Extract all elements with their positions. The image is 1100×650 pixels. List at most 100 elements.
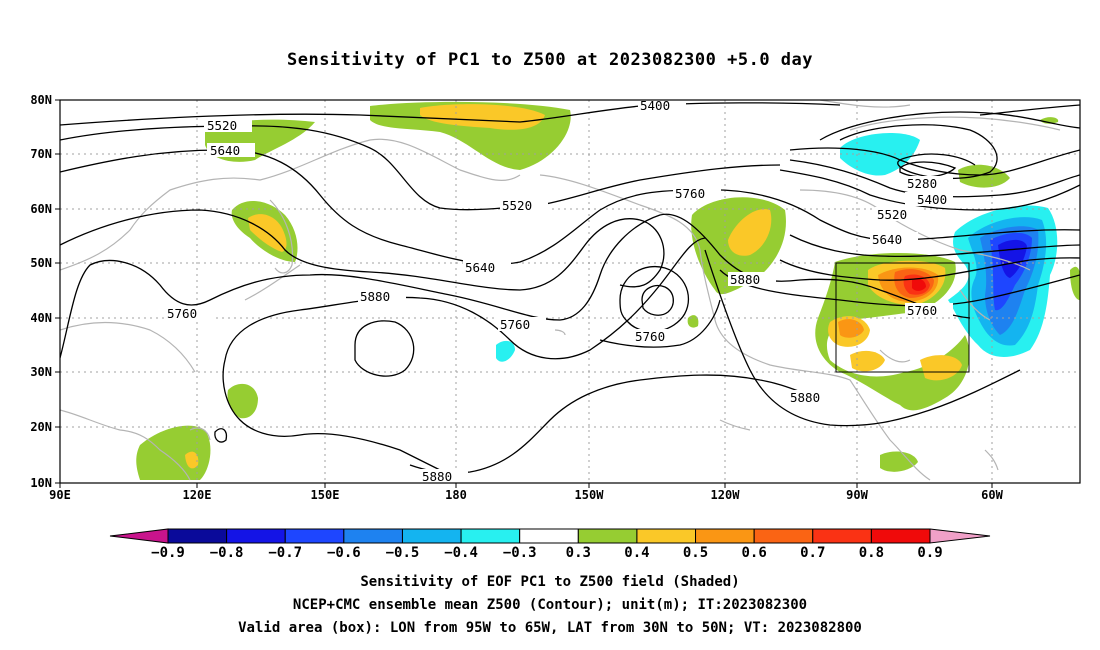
contour-line [779, 169, 1080, 211]
colorbar-segment [753, 528, 814, 544]
latitude-labels: 80N 70N 60N 50N 40N 30N 20N 10N [30, 93, 52, 490]
contour-line [789, 147, 1080, 176]
colorbar-label: −0.9 [151, 545, 185, 561]
map-frame [59, 99, 1081, 484]
contour-line [819, 111, 1080, 141]
colorbar-label: −0.7 [268, 545, 302, 561]
valid-area-box [835, 262, 970, 373]
contour-label: 5640 [872, 232, 902, 247]
colorbar-segment [695, 528, 755, 544]
shade-region [496, 340, 515, 362]
lat-label: 50N [30, 256, 52, 270]
axis-ticks [55, 99, 993, 488]
colorbar-segment [167, 528, 228, 544]
contour-label: 5880 [790, 390, 820, 405]
contour-line [641, 285, 674, 316]
shade-region [840, 133, 920, 176]
contour-line [719, 269, 1080, 307]
contour-label: 5880 [730, 272, 760, 287]
z500-contours [60, 102, 1080, 481]
longitude-labels: 90E 120E 150E 180 150W 120W 90W 60W [49, 488, 1003, 502]
contour-label: 5760 [675, 186, 705, 201]
contour-label: 5640 [210, 143, 240, 158]
contour-line [60, 102, 841, 126]
contour-label: 5760 [907, 303, 937, 318]
contour-label: 5520 [502, 198, 532, 213]
caption-valid-area: Valid area (box): LON from 95W to 65W, L… [238, 620, 862, 636]
lat-label: 40N [30, 311, 52, 325]
colorbar-segment [460, 528, 521, 544]
lon-label: 90W [846, 488, 868, 502]
contour-label: 5400 [917, 192, 947, 207]
shade-region [920, 355, 962, 381]
colorbar-label: 0.5 [683, 545, 708, 561]
contour-label: 5280 [907, 176, 937, 191]
lon-label: 60W [981, 488, 1003, 502]
colorbar-segment [343, 528, 403, 544]
colorbar-label: 0.7 [800, 545, 825, 561]
colorbar-label: 0.9 [917, 545, 942, 561]
contour-line [789, 234, 1080, 258]
colorbar-segment [284, 528, 345, 544]
lon-label: 90E [49, 488, 71, 502]
shade-region [850, 350, 885, 372]
lat-label: 30N [30, 365, 52, 379]
colorbar-segment [226, 528, 286, 544]
lat-label: 60N [30, 202, 52, 216]
contour-line [354, 320, 415, 377]
shade-region [136, 425, 211, 480]
colorbar: −0.9 −0.8 −0.7 −0.6 −0.5 −0.4 −0.3 0.3 0.4 0.5 0.6… [109, 528, 991, 561]
colorbar-label: 0.8 [859, 545, 884, 561]
shade-region [728, 209, 772, 256]
contour-line [60, 125, 781, 211]
contour-label: 5760 [167, 306, 197, 321]
contour-line [222, 237, 706, 481]
colorbar-label: −0.3 [503, 545, 537, 561]
shade-region [185, 451, 199, 469]
contour-line [60, 149, 1080, 265]
colorbar-label: −0.5 [386, 545, 420, 561]
contour-label: 5760 [635, 329, 665, 344]
caption-shading: Sensitivity of EOF PC1 to Z500 field (Sh… [360, 574, 740, 590]
colorbar-label: −0.4 [444, 545, 478, 561]
colorbar-label: 0.6 [742, 545, 767, 561]
contour-label: 5760 [500, 317, 530, 332]
shade-region [958, 164, 1010, 188]
contour-line [60, 209, 665, 291]
caption-contour: NCEP+CMC ensemble mean Z500 (Contour); u… [292, 597, 808, 613]
shade-region [687, 315, 699, 328]
colorbar-segment [519, 528, 579, 544]
contour-line [60, 213, 971, 359]
colorbar-segment [577, 528, 638, 544]
grid-lines [60, 100, 1080, 483]
lat-label: 80N [30, 93, 52, 107]
chart-title: Sensitivity of PC1 to Z500 at 2023082300… [286, 50, 813, 70]
lat-label: 70N [30, 147, 52, 161]
colorbar-over-triangle [929, 528, 991, 544]
colorbar-segment [870, 528, 931, 544]
contour-label: 5520 [207, 118, 237, 133]
shade-region [420, 104, 545, 130]
contour-line [599, 299, 721, 348]
shade-region [227, 383, 258, 419]
contour-label: 5880 [422, 469, 452, 484]
lon-label: 150W [575, 488, 605, 502]
shade-region [880, 451, 918, 472]
colorbar-segment [636, 528, 697, 544]
lon-label: 150E [311, 488, 340, 502]
shade-region [912, 278, 926, 291]
colorbar-label: −0.6 [327, 545, 361, 561]
colorbar-label: −0.8 [210, 545, 244, 561]
contour-label: 5400 [640, 98, 670, 113]
contour-line [214, 428, 228, 443]
colorbar-segment [812, 528, 872, 544]
contour-line [899, 161, 957, 178]
lat-label: 20N [30, 420, 52, 434]
lat-label: 10N [30, 476, 52, 490]
contour-line [779, 257, 1080, 281]
lon-label: 180 [445, 488, 467, 502]
lon-label: 120E [183, 488, 212, 502]
contour-labels: 5400 5520 5640 5520 5760 5280 5400 5520 … [165, 98, 953, 484]
contour-line [619, 266, 689, 333]
